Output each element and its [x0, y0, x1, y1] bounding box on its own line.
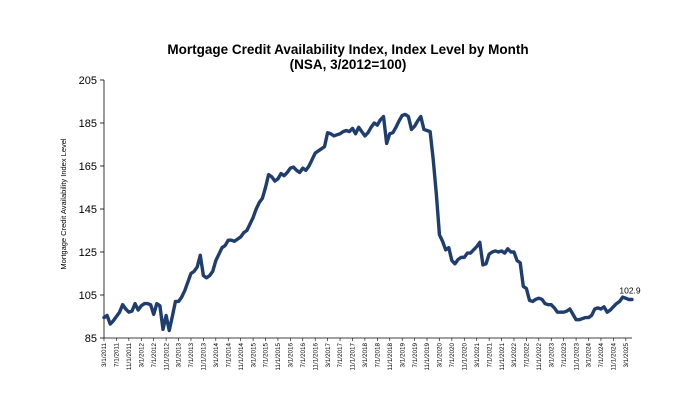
x-tick-label: 11/1/2011: [126, 343, 133, 371]
x-tick-label: 11/1/2021: [499, 343, 506, 371]
x-tick-label: 3/1/2024: [586, 343, 593, 368]
x-tick-label: 11/1/2013: [201, 343, 208, 371]
x-tick-label: 3/1/2012: [138, 343, 145, 368]
x-tick-label: 7/1/2019: [412, 343, 419, 368]
x-tick-label: 7/1/2023: [561, 343, 568, 368]
x-tick-label: 3/1/2015: [250, 343, 257, 368]
x-tick-label: 3/1/2017: [325, 343, 332, 368]
x-tick-label: 7/1/2011: [114, 343, 121, 368]
x-tick-label: 7/1/2013: [188, 343, 195, 368]
x-tick-label: 11/1/2022: [536, 343, 543, 371]
x-tick-label: 3/1/2013: [176, 343, 183, 368]
x-tick-label: 11/1/2020: [461, 343, 468, 371]
x-tick-label: 11/1/2024: [611, 343, 618, 371]
x-tick-label: 7/1/2022: [524, 343, 531, 368]
x-tick-labels: 3/1/2011 7/1/2011 11/1/2011 3/1/2012 7/1/201…: [101, 343, 630, 371]
x-tick-label: 3/1/2016: [288, 343, 295, 368]
y-tick-label: 185: [79, 118, 97, 130]
y-tick-label: 85: [85, 333, 97, 345]
x-tick-label: 7/1/2017: [337, 343, 344, 368]
series-line: [102, 112, 634, 333]
axes: [100, 79, 632, 341]
x-tick-label: 11/1/2017: [350, 343, 357, 371]
x-tick-label: 11/1/2014: [238, 343, 245, 371]
last-value-label: 102.9: [619, 286, 641, 296]
x-tick-label: 7/1/2014: [225, 343, 232, 368]
x-tick-label: 3/1/2011: [101, 343, 108, 368]
x-tick-label: 7/1/2015: [263, 343, 270, 368]
x-tick-label: 7/1/2012: [151, 343, 158, 368]
y-tick-label: 165: [79, 161, 97, 173]
x-tick-label: 3/1/2022: [511, 343, 518, 368]
x-tick-label: 7/1/2021: [486, 343, 493, 368]
y-tick-label: 145: [79, 204, 97, 216]
y-tick-label: 125: [79, 247, 97, 259]
x-tick-label: 3/1/2021: [474, 343, 481, 368]
y-tick-labels: 85 105 125 145 165 185 205: [79, 75, 97, 345]
chart-subtitle: (NSA, 3/2012=100): [289, 57, 407, 72]
x-tick-label: 7/1/2016: [300, 343, 307, 368]
x-tick-label: 7/1/2020: [449, 343, 456, 368]
x-tick-label: 3/1/2018: [362, 343, 369, 368]
y-axis-label: Mortgage Credit Availability Index Level: [59, 138, 68, 270]
x-tick-label: 11/1/2019: [424, 343, 431, 371]
x-tick-label: 3/1/2023: [548, 343, 555, 368]
x-tick-label: 7/1/2024: [598, 343, 605, 368]
x-tick-label: 7/1/2018: [375, 343, 382, 368]
x-tick-label: 11/1/2012: [163, 343, 170, 371]
x-tick-label: 11/1/2015: [275, 343, 282, 371]
x-tick-label: 11/1/2016: [312, 343, 319, 371]
x-tick-label: 3/1/2020: [437, 343, 444, 368]
x-tick-label: 3/1/2025: [623, 343, 630, 368]
x-tick-label: 3/1/2019: [399, 343, 406, 368]
y-tick-label: 205: [79, 75, 97, 87]
chart-title: Mortgage Credit Availability Index, Inde…: [167, 42, 529, 57]
x-tick-label: 3/1/2014: [213, 343, 220, 368]
x-tick-label: 11/1/2018: [387, 343, 394, 371]
x-tick-label: 11/1/2023: [573, 343, 580, 371]
y-tick-label: 105: [79, 290, 97, 302]
